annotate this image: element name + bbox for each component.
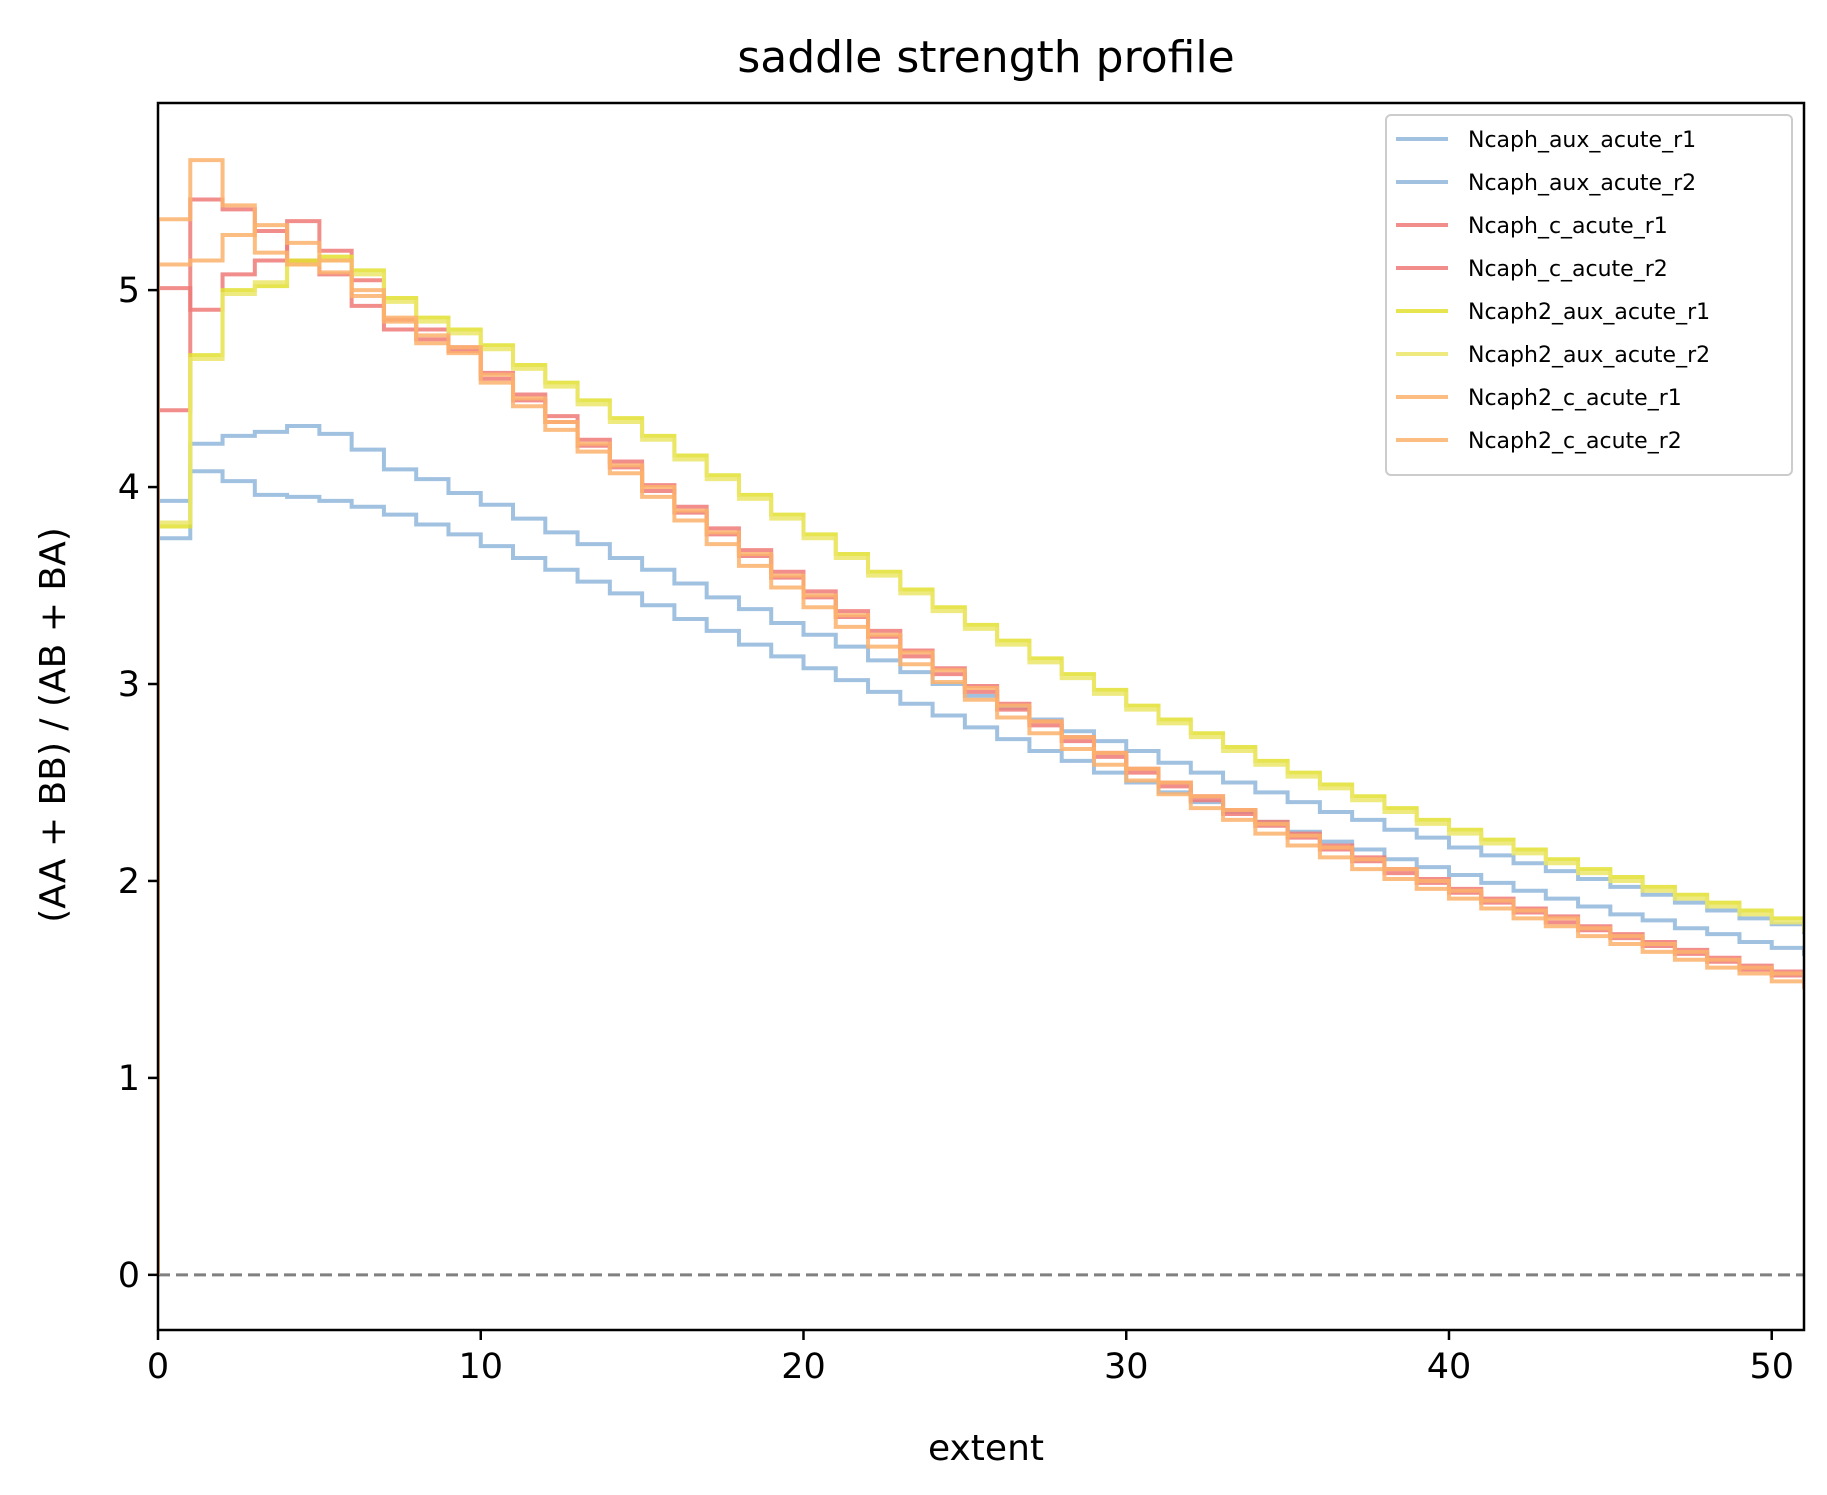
y-tick-label: 1 [118, 1059, 140, 1099]
y-axis-label: (AA + BB) / (AB + BA) [33, 527, 74, 923]
series-line-6 [158, 258, 1804, 1275]
x-tick-label: 50 [1749, 1347, 1794, 1387]
legend-label: Ncaph2_aux_acute_r1 [1468, 300, 1710, 325]
x-tick-label: 0 [147, 1347, 169, 1387]
legend-label: Ncaph_aux_acute_r1 [1468, 128, 1696, 153]
legend-label: Ncaph_aux_acute_r2 [1468, 171, 1696, 196]
legend-label: Ncaph2_c_acute_r2 [1468, 429, 1682, 454]
y-tick-label: 4 [118, 468, 140, 508]
legend-box [1385, 114, 1793, 476]
axis-ticks: 0 10 20 30 40 50 0 1 2 3 4 5 [118, 271, 1794, 1387]
y-tick-label: 5 [118, 271, 140, 311]
x-tick-label: 20 [781, 1347, 826, 1387]
y-tick-label: 0 [118, 1256, 140, 1296]
legend-label: Ncaph_c_acute_r2 [1468, 257, 1668, 282]
plot-frame [156, 101, 1806, 1332]
legend: Ncaph_aux_acute_r1 Ncaph_aux_acute_r2 Ncap… [1385, 114, 1793, 476]
plot-area [158, 158, 1804, 1277]
legend-label: Ncaph_c_acute_r1 [1468, 214, 1668, 239]
legend-label: Ncaph2_aux_acute_r2 [1468, 343, 1710, 368]
x-axis-label: extent [928, 1428, 1044, 1469]
y-tick-label: 2 [118, 862, 140, 902]
x-tick-label: 30 [1104, 1347, 1149, 1387]
x-tick-label: 10 [458, 1347, 503, 1387]
series-line-2 [158, 469, 1804, 1275]
legend-label: Ncaph2_c_acute_r1 [1468, 386, 1682, 411]
series-line-8 [158, 223, 1804, 1275]
chart-title: saddle strength profile [737, 32, 1234, 83]
y-tick-label: 3 [118, 665, 140, 705]
x-tick-label: 40 [1427, 1347, 1472, 1387]
